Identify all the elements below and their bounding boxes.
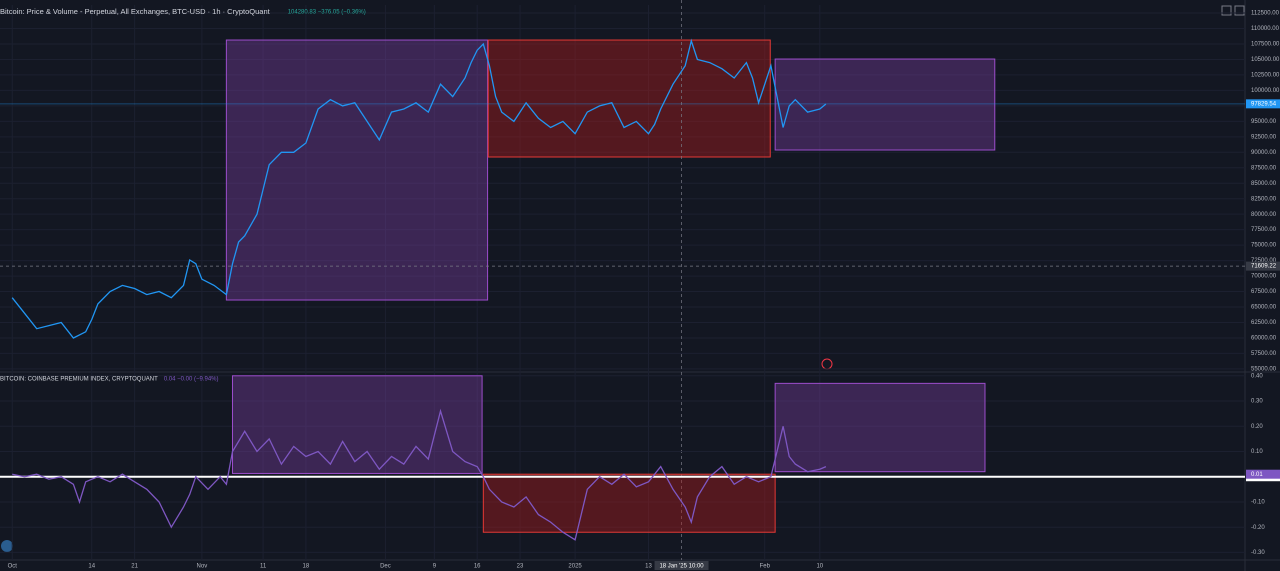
y-tick-label: 100000.00 <box>1251 88 1280 94</box>
y-tick-label: 87500.00 <box>1251 165 1277 171</box>
y-tick-label: 55000.00 <box>1251 366 1277 372</box>
y-tick-label: -0.10 <box>1251 500 1265 506</box>
y-tick-label: 75000.00 <box>1251 243 1277 249</box>
y-tick-label: 90000.00 <box>1251 150 1277 156</box>
zone <box>225 39 489 301</box>
y-tick-label: 72500.00 <box>1251 258 1277 264</box>
y-tick-label: 0.30 <box>1251 399 1263 405</box>
last-label: 97829.54 <box>1251 101 1277 107</box>
y-tick-label: 67500.00 <box>1251 289 1277 295</box>
y-tick-label: 92500.00 <box>1251 134 1277 140</box>
x-tick-label: 11 <box>260 564 267 570</box>
header-values: 104280.83 −376.05 (−0.36%) <box>288 10 366 16</box>
x-tick-label: 10 <box>816 564 823 570</box>
zone <box>774 382 986 473</box>
y-tick-label: 0.20 <box>1251 424 1263 430</box>
pane-title: BITCOIN: COINBASE PREMIUM INDEX, CRYPTOQ… <box>0 377 158 383</box>
y-tick-label: 77500.00 <box>1251 227 1277 233</box>
x-tick-label: 14 <box>88 564 95 570</box>
y-tick-label: 65000.00 <box>1251 305 1277 311</box>
last-label: 0.01 <box>1251 472 1263 478</box>
y-tick-label: 57500.00 <box>1251 351 1277 357</box>
zone <box>487 39 771 158</box>
y-tick-label: 85000.00 <box>1251 181 1277 187</box>
date-badge <box>654 561 709 570</box>
y-tick-label: 62500.00 <box>1251 320 1277 326</box>
y-tick-label: 82500.00 <box>1251 196 1277 202</box>
y-tick-label: 0.10 <box>1251 449 1263 455</box>
y-tick-label: 95000.00 <box>1251 119 1277 125</box>
zone <box>231 375 483 474</box>
price-line <box>11 38 827 339</box>
y-tick-label: 80000.00 <box>1251 212 1277 218</box>
x-tick-label: 21 <box>131 564 138 570</box>
y-tick-label: 70000.00 <box>1251 274 1277 280</box>
zone <box>482 473 776 533</box>
toolbar-button[interactable] <box>1234 5 1245 16</box>
pane-title: Bitcoin: Price & Volume - Perpetual, All… <box>0 7 271 16</box>
header-values: 0.04 −0.00 (−9.94%) <box>164 377 219 383</box>
y-tick-label: -0.30 <box>1251 550 1265 556</box>
zone <box>774 58 996 151</box>
value-badge <box>1246 469 1280 479</box>
crosshair-y-label: 71609.22 <box>1251 264 1277 270</box>
y-tick-label: -0.20 <box>1251 525 1265 531</box>
value-badge <box>1246 261 1280 271</box>
x-tick-label: 13 <box>645 564 652 570</box>
x-tick-label: 23 <box>517 564 524 570</box>
y-tick-label: 102500.00 <box>1251 73 1280 79</box>
y-tick-label: 110000.00 <box>1251 26 1280 32</box>
x-tick-label: Dec <box>380 564 391 570</box>
y-tick-label: 107500.00 <box>1251 42 1280 48</box>
x-tick-label: Feb <box>760 564 771 570</box>
logo <box>1 540 13 552</box>
y-tick-label: 112500.00 <box>1251 11 1280 17</box>
value-badge <box>1246 99 1280 109</box>
x-tick-label: 16 <box>474 564 481 570</box>
x-tick-label: Oct <box>8 564 18 570</box>
y-tick-label: 60000.00 <box>1251 336 1277 342</box>
price-line <box>12 408 827 541</box>
y-tick-label: 0.40 <box>1251 373 1263 379</box>
toolbar-button[interactable] <box>1221 5 1232 16</box>
x-tick-label: 18 <box>303 564 310 570</box>
y-tick-label: 105000.00 <box>1251 57 1280 63</box>
x-tick-label: Nov <box>197 564 208 570</box>
x-tick-label: 9 <box>433 564 437 570</box>
crosshair-x-label: 18 Jan '25 10:00 <box>659 564 704 570</box>
x-tick-label: 2025 <box>568 564 582 570</box>
